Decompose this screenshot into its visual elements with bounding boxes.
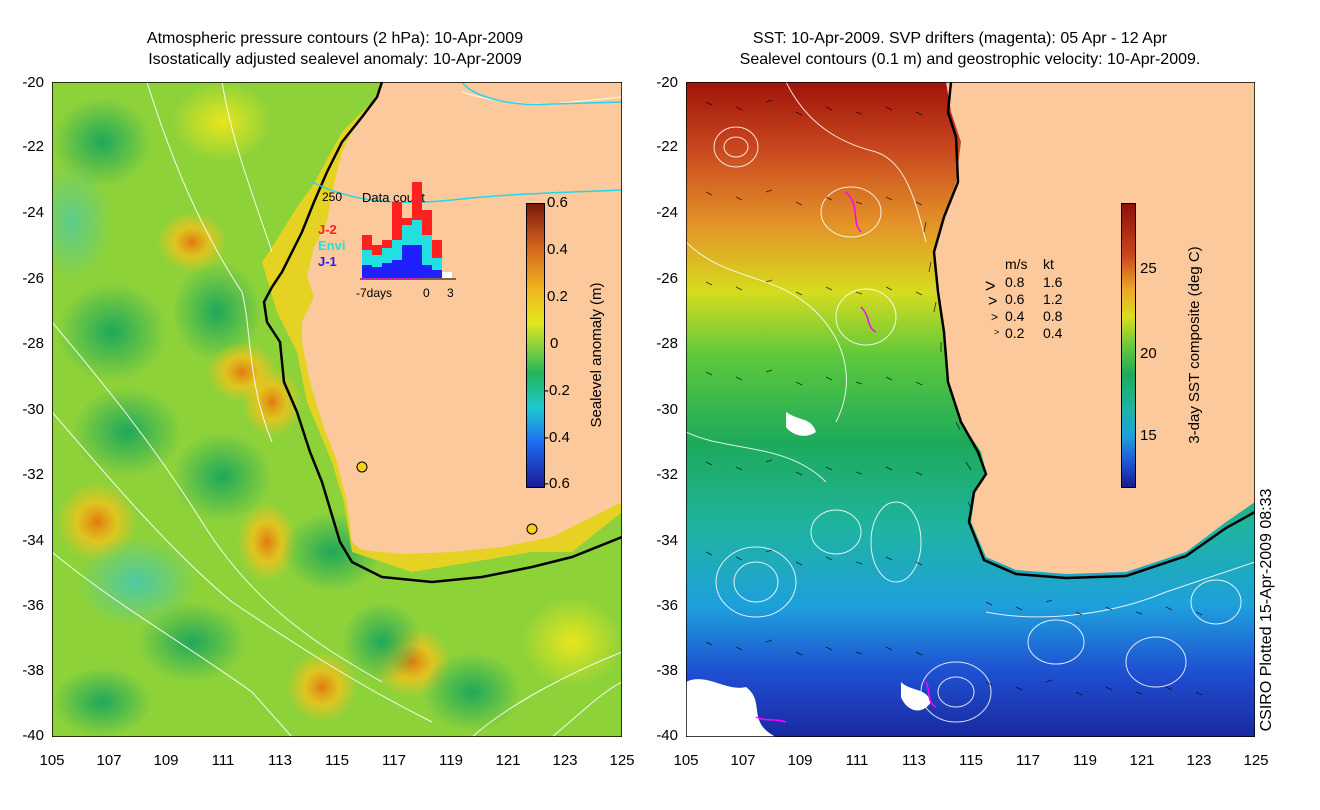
x-tick: 111 <box>845 752 869 769</box>
left-title-line1: Atmospheric pressure contours (2 hPa): 1… <box>146 30 524 47</box>
y-tick: -26 <box>656 270 678 287</box>
y-tick: -34 <box>22 532 44 549</box>
right-title-line1: SST: 10-Apr-2009. SVP drifters (magenta)… <box>752 30 1168 47</box>
y-tick: -30 <box>22 401 44 418</box>
y-tick: -26 <box>22 270 44 287</box>
coastline <box>262 82 622 584</box>
x-tick: 119 <box>1073 752 1097 769</box>
inset-legend-envi: Envi <box>318 238 346 253</box>
cb-tick: 15 <box>1140 427 1157 444</box>
x-tick: 117 <box>382 752 406 769</box>
right-colorbar <box>1121 203 1136 488</box>
velocity-kt: 1.6 <box>1043 274 1063 290</box>
y-tick: -32 <box>22 466 44 483</box>
y-tick: -24 <box>656 204 678 221</box>
x-tick: 111 <box>211 752 235 769</box>
cb-tick: -0.6 <box>544 475 570 492</box>
y-tick: -40 <box>656 727 678 744</box>
velocity-arrow-icon: > <box>988 293 998 310</box>
x-tick: 119 <box>439 752 463 769</box>
velocity-header-ms: m/s <box>1005 256 1028 272</box>
inset-histogram <box>360 182 456 280</box>
x-tick: 121 <box>1129 752 1155 769</box>
sla-field <box>52 82 622 737</box>
y-tick: -40 <box>22 727 44 744</box>
x-tick: 109 <box>787 752 813 769</box>
velocity-arrow-icon: > <box>985 276 996 296</box>
y-tick: -28 <box>656 335 678 352</box>
x-tick: 123 <box>552 752 578 769</box>
left-title-line2: Isostatically adjusted sealevel anomaly:… <box>148 51 522 68</box>
right-title-line2: Sealevel contours (0.1 m) and geostrophi… <box>739 51 1201 68</box>
inset-legend-j1: J-1 <box>318 254 337 269</box>
x-tick: 115 <box>325 752 349 769</box>
y-tick: -32 <box>656 466 678 483</box>
velocity-ms: 0.2 <box>1005 325 1025 341</box>
x-tick: 107 <box>730 752 756 769</box>
y-tick: -20 <box>656 74 678 91</box>
x-tick: 109 <box>153 752 179 769</box>
cb-tick: 0.4 <box>547 241 568 258</box>
inset-title: Data count <box>362 190 425 205</box>
velocity-header-kt: kt <box>1043 256 1054 272</box>
velocity-kt: 0.8 <box>1043 308 1063 324</box>
inset-bars <box>362 182 452 278</box>
x-tick: 115 <box>959 752 983 769</box>
velocity-ms: 0.4 <box>1005 308 1025 324</box>
velocity-ms: 0.8 <box>1005 274 1025 290</box>
right-colorbar-label: 3-day SST composite (deg C) <box>1186 246 1203 444</box>
y-tick: -22 <box>656 138 678 155</box>
velocity-ms: 0.6 <box>1005 291 1025 307</box>
velocity-kt: 1.2 <box>1043 291 1063 307</box>
y-tick: -20 <box>22 74 44 91</box>
right-colorbar-ticks: 25 20 15 <box>1140 260 1180 460</box>
velocity-arrow-icon: > <box>991 310 999 324</box>
cb-tick: 25 <box>1140 260 1157 277</box>
y-tick: -38 <box>656 662 678 679</box>
sealevel-contours <box>686 82 1255 723</box>
x-tick: 125 <box>609 752 635 769</box>
geostrophic-velocity-arrows <box>705 99 1203 696</box>
y-tick: -34 <box>656 532 678 549</box>
cb-tick: 20 <box>1140 345 1157 362</box>
x-tick: 117 <box>1016 752 1040 769</box>
velocity-arrow-icon: > <box>994 327 1000 337</box>
cb-tick: 0 <box>550 335 559 352</box>
csiro-credit: CSIRO Plotted 15-Apr-2009 08:33 <box>1258 488 1275 732</box>
right-map <box>686 82 1255 737</box>
cb-tick: -0.2 <box>544 382 570 399</box>
x-tick: 105 <box>673 752 699 769</box>
y-tick: -22 <box>22 138 44 155</box>
y-tick: -24 <box>22 204 44 221</box>
left-colorbar <box>526 203 545 488</box>
x-tick: 113 <box>268 752 292 769</box>
x-tick: 107 <box>96 752 122 769</box>
x-tick: 125 <box>1243 752 1269 769</box>
x-tick: 113 <box>902 752 926 769</box>
y-tick: -28 <box>22 335 44 352</box>
australia-landmass-right <box>934 82 1255 574</box>
x-tick: 121 <box>495 752 521 769</box>
inset-legend-j2: J-2 <box>318 222 337 237</box>
svp-drifters <box>755 191 937 723</box>
inset-max-label: 250 <box>322 190 343 204</box>
cb-tick: -0.4 <box>544 429 570 446</box>
inset-x-right: 3 <box>447 286 454 300</box>
pressure-contours <box>52 82 622 737</box>
y-tick: -36 <box>22 597 44 614</box>
velocity-kt: 0.4 <box>1043 325 1063 341</box>
y-tick: -36 <box>656 597 678 614</box>
left-colorbar-ticks: 0.6 0.4 0.2 0 -0.2 -0.4 -0.6 <box>544 194 587 494</box>
inset-x-mid: 0 <box>423 286 430 300</box>
y-tick: -30 <box>656 401 678 418</box>
left-colorbar-label: Sealevel anomaly (m) <box>588 282 605 428</box>
y-tick: -38 <box>22 662 44 679</box>
x-tick: 105 <box>39 752 65 769</box>
cb-tick: 0.2 <box>547 288 568 305</box>
x-tick: 123 <box>1186 752 1212 769</box>
inset-x-left: -7days <box>356 286 393 300</box>
velocity-legend: m/s kt > 0.8 1.6 > 0.6 1.2 > 0.4 0.8 > 0… <box>985 256 1085 356</box>
cb-tick: 0.6 <box>547 194 568 211</box>
